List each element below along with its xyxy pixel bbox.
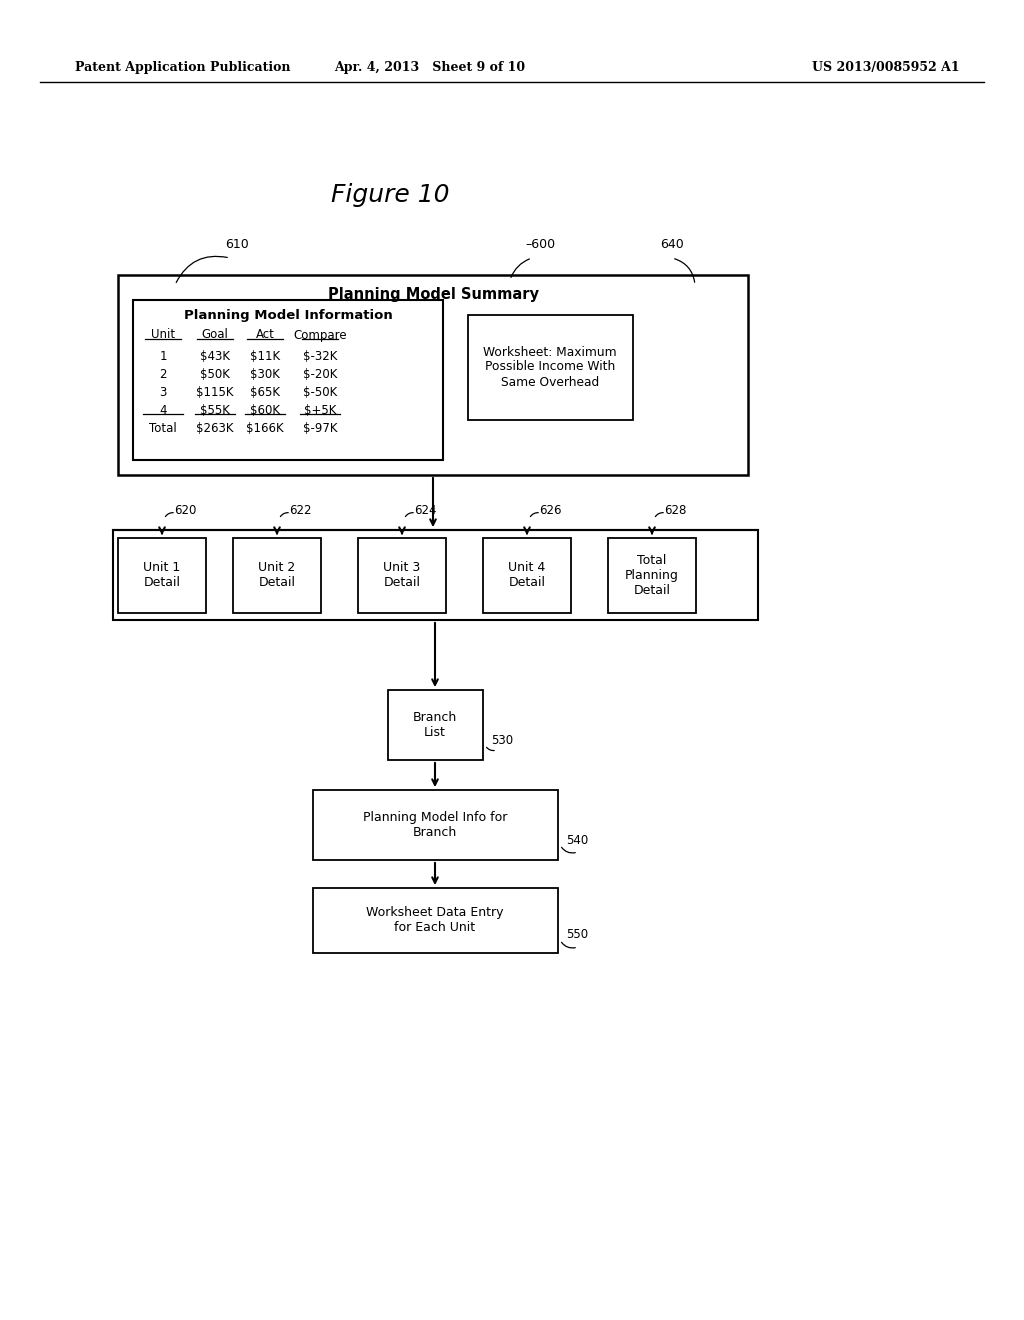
Text: $60K: $60K: [250, 404, 280, 417]
Text: 622: 622: [289, 503, 311, 516]
Text: –600: –600: [525, 239, 555, 252]
Text: 628: 628: [664, 503, 686, 516]
Text: Goal: Goal: [202, 329, 228, 342]
Text: Total: Total: [150, 421, 177, 434]
Bar: [233, 539, 321, 612]
Text: $65K: $65K: [250, 385, 280, 399]
Text: 1: 1: [160, 350, 167, 363]
Bar: [118, 275, 748, 475]
Text: 530: 530: [490, 734, 513, 747]
Text: 620: 620: [174, 503, 197, 516]
Text: 4: 4: [160, 404, 167, 417]
Text: $+5K: $+5K: [304, 404, 336, 417]
Text: Worksheet Data Entry
for Each Unit: Worksheet Data Entry for Each Unit: [367, 906, 504, 935]
Text: $-32K: $-32K: [303, 350, 337, 363]
Bar: [313, 888, 558, 953]
Text: $43K: $43K: [200, 350, 230, 363]
Text: Planning Model Information: Planning Model Information: [183, 309, 392, 322]
Text: $-97K: $-97K: [303, 421, 337, 434]
Text: $55K: $55K: [200, 404, 230, 417]
Text: $115K: $115K: [197, 385, 233, 399]
Bar: [468, 315, 633, 420]
Text: $166K: $166K: [246, 421, 284, 434]
Text: Figure 10: Figure 10: [331, 183, 450, 207]
Text: Unit 4
Detail: Unit 4 Detail: [508, 561, 546, 589]
Text: $-50K: $-50K: [303, 385, 337, 399]
Text: 640: 640: [660, 239, 684, 252]
Text: 624: 624: [414, 503, 436, 516]
Text: 2: 2: [160, 367, 167, 380]
Text: Apr. 4, 2013   Sheet 9 of 10: Apr. 4, 2013 Sheet 9 of 10: [335, 62, 525, 74]
Bar: [483, 539, 571, 612]
Text: US 2013/0085952 A1: US 2013/0085952 A1: [812, 62, 961, 74]
Text: Worksheet: Maximum
Possible Income With
Same Overhead: Worksheet: Maximum Possible Income With …: [483, 346, 616, 388]
Text: 3: 3: [160, 385, 167, 399]
Bar: [358, 539, 446, 612]
Text: Total
Planning
Detail: Total Planning Detail: [625, 553, 679, 597]
Text: Unit: Unit: [151, 329, 175, 342]
Bar: [113, 531, 758, 620]
Text: Branch
List: Branch List: [413, 711, 457, 739]
Bar: [608, 539, 696, 612]
Text: 540: 540: [566, 833, 588, 846]
Text: Compare: Compare: [293, 329, 347, 342]
Bar: [133, 300, 443, 459]
Text: Unit 3
Detail: Unit 3 Detail: [383, 561, 421, 589]
Text: $30K: $30K: [250, 367, 280, 380]
Bar: [118, 539, 206, 612]
Text: $50K: $50K: [200, 367, 230, 380]
Text: Unit 2
Detail: Unit 2 Detail: [258, 561, 296, 589]
Text: $11K: $11K: [250, 350, 280, 363]
Text: Patent Application Publication: Patent Application Publication: [75, 62, 291, 74]
Text: Planning Model Info for
Branch: Planning Model Info for Branch: [362, 810, 507, 840]
Bar: [388, 690, 483, 760]
Text: $263K: $263K: [197, 421, 233, 434]
Text: Act: Act: [256, 329, 274, 342]
Text: 610: 610: [225, 239, 249, 252]
Bar: [313, 789, 558, 861]
Text: Unit 1
Detail: Unit 1 Detail: [143, 561, 180, 589]
Text: Planning Model Summary: Planning Model Summary: [328, 288, 539, 302]
Text: 626: 626: [539, 503, 561, 516]
Text: 550: 550: [566, 928, 588, 941]
Text: $-20K: $-20K: [303, 367, 337, 380]
